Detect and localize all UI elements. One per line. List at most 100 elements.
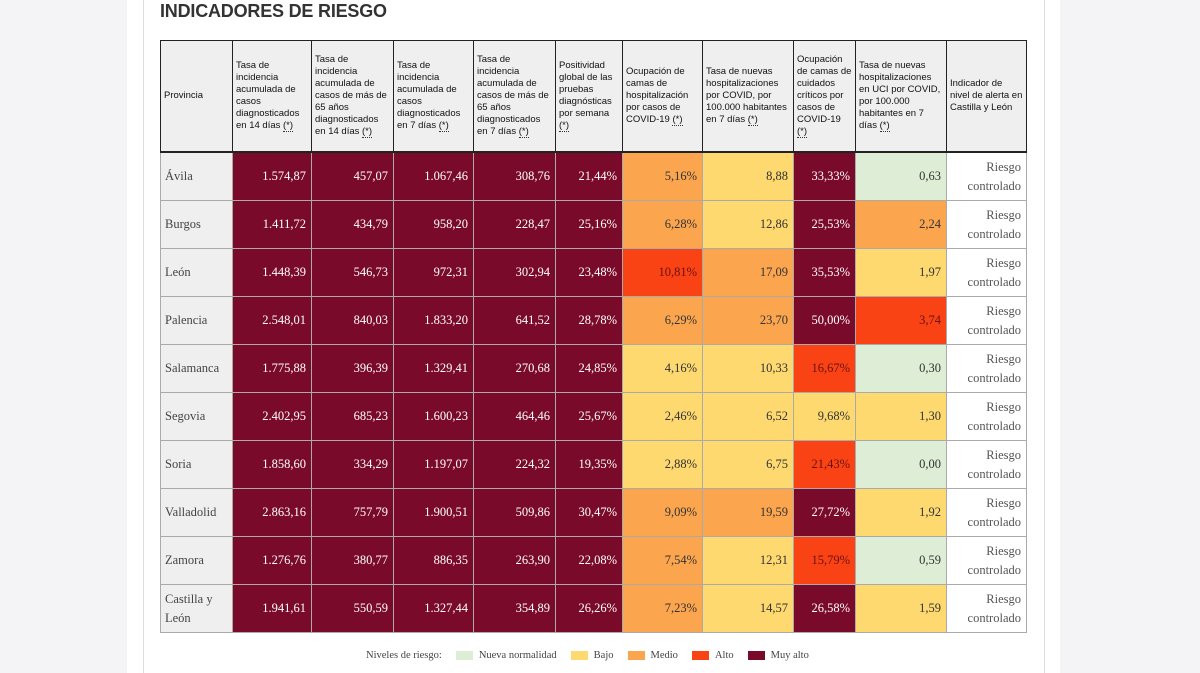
indicator-cell: 2,88% <box>622 440 703 489</box>
legend-swatch <box>691 651 709 660</box>
indicator-cell: 23,70 <box>702 296 794 345</box>
indicator-cell: 270,68 <box>473 344 556 393</box>
indicator-cell: 50,00% <box>793 296 856 345</box>
indicator-cell: 641,52 <box>473 296 556 345</box>
indicator-cell: 6,28% <box>622 200 703 249</box>
province-cell: Palencia <box>160 296 233 345</box>
column-header: Indicador de nivel de alerta en Castilla… <box>946 40 1027 153</box>
indicator-cell: 972,31 <box>393 248 474 297</box>
indicator-cell: 21,43% <box>793 440 856 489</box>
indicator-cell: 550,59 <box>311 584 394 633</box>
indicator-cell: 3,74 <box>855 296 947 345</box>
table-row: Soria 1.858,60 334,29 1.197,07 224,32 19,35% 2… <box>160 440 1027 489</box>
column-header-label: Provincia <box>164 90 204 101</box>
indicator-cell: 1.600,23 <box>393 392 474 441</box>
legend-item-label: Nueva normalidad <box>478 650 557 661</box>
table-header-row: Provincia Tasa de incidencia acumulada de… <box>160 40 1027 153</box>
indicator-cell: 224,32 <box>473 440 556 489</box>
alert-level-cell: Riesgo controlado <box>946 392 1027 441</box>
column-header: Ocupación de camas de hospitalización po… <box>622 40 703 153</box>
indicator-cell: 1.327,44 <box>393 584 474 633</box>
indicator-cell: 1.858,60 <box>232 440 312 489</box>
alert-level-cell: Riesgo controlado <box>946 151 1027 201</box>
footnote-marker[interactable]: (*) <box>879 120 890 132</box>
indicator-cell: 9,09% <box>622 488 703 537</box>
section-title: INDICADORES DE RIESGO <box>160 1 387 21</box>
legend-swatch <box>570 651 588 660</box>
column-header: Tasa de incidencia acumulada de casos de… <box>311 40 394 153</box>
indicator-cell: 840,03 <box>311 296 394 345</box>
footnote-marker[interactable]: (*) <box>438 120 449 132</box>
indicator-cell: 16,67% <box>793 344 856 393</box>
indicator-cell: 302,94 <box>473 248 556 297</box>
indicator-cell: 457,07 <box>311 151 394 201</box>
column-header-label: Positividad global de las pruebas diagnó… <box>559 60 613 119</box>
indicator-cell: 35,53% <box>793 248 856 297</box>
indicator-cell: 1.574,87 <box>232 151 312 201</box>
indicator-cell: 6,52 <box>702 392 794 441</box>
indicator-cell: 25,16% <box>555 200 623 249</box>
indicator-cell: 263,90 <box>473 536 556 585</box>
indicator-cell: 27,72% <box>793 488 856 537</box>
indicator-cell: 19,35% <box>555 440 623 489</box>
footnote-marker[interactable]: (*) <box>559 120 570 132</box>
legend-swatch <box>747 651 765 660</box>
column-header: Tasa de incidencia acumulada de casos di… <box>393 40 474 153</box>
indicator-cell: 21,44% <box>555 151 623 201</box>
indicator-cell: 17,09 <box>702 248 794 297</box>
table-row: Ávila 1.574,87 457,07 1.067,46 308,76 21,44% 5… <box>160 151 1027 201</box>
indicator-cell: 30,47% <box>555 488 623 537</box>
alert-level-cell: Riesgo controlado <box>946 440 1027 489</box>
indicator-cell: 228,47 <box>473 200 556 249</box>
indicator-cell: 33,33% <box>793 151 856 201</box>
indicator-cell: 24,85% <box>555 344 623 393</box>
footnote-marker[interactable]: (*) <box>672 114 683 126</box>
footnote-marker[interactable]: (*) <box>283 120 294 132</box>
indicator-cell: 0,63 <box>855 151 947 201</box>
indicator-cell: 1,59 <box>855 584 947 633</box>
column-header: Provincia <box>160 40 233 153</box>
indicator-cell: 434,79 <box>311 200 394 249</box>
province-cell: Salamanca <box>160 344 233 393</box>
footnote-marker[interactable]: (*) <box>797 126 808 138</box>
legend-item-label: Alto <box>714 650 734 661</box>
indicator-cell: 1.276,76 <box>232 536 312 585</box>
indicator-cell: 22,08% <box>555 536 623 585</box>
column-header-label: Indicador de nivel de alerta en Castilla… <box>950 78 1023 113</box>
indicator-cell: 396,39 <box>311 344 394 393</box>
risk-legend: Niveles de riesgo: Nueva normalidad Bajo M… <box>366 650 809 661</box>
indicator-cell: 1.941,61 <box>232 584 312 633</box>
table-row: León 1.448,39 546,73 972,31 302,94 23,48% 10,8… <box>160 248 1027 297</box>
legend-item-label: Medio <box>650 650 678 661</box>
footnote-marker[interactable]: (*) <box>362 126 373 138</box>
indicator-cell: 546,73 <box>311 248 394 297</box>
column-header-label: Tasa de nuevas hospitalizaciones por COV… <box>706 66 787 125</box>
table-row: Castilla y León 1.941,61 550,59 1.327,44 354… <box>160 584 1027 633</box>
indicator-cell: 5,16% <box>622 151 703 201</box>
footnote-marker[interactable]: (*) <box>747 114 758 126</box>
alert-level-cell: Riesgo controlado <box>946 248 1027 297</box>
indicator-cell: 28,78% <box>555 296 623 345</box>
indicator-cell: 25,53% <box>793 200 856 249</box>
province-cell: Soria <box>160 440 233 489</box>
indicator-cell: 10,81% <box>622 248 703 297</box>
indicator-cell: 15,79% <box>793 536 856 585</box>
column-header: Ocupación de camas de cuidados críticos … <box>793 40 856 153</box>
table-row: Palencia 2.548,01 840,03 1.833,20 641,52 28,7… <box>160 296 1027 345</box>
indicator-cell: 0,00 <box>855 440 947 489</box>
column-header-label: Ocupación de camas de hospitalización po… <box>626 66 689 125</box>
indicator-cell: 2.863,16 <box>232 488 312 537</box>
indicator-cell: 1,30 <box>855 392 947 441</box>
indicator-cell: 334,29 <box>311 440 394 489</box>
table-row: Burgos 1.411,72 434,79 958,20 228,47 25,16% 6,… <box>160 200 1027 249</box>
column-header: Tasa de incidencia acumulada de casos de… <box>473 40 556 153</box>
column-header: Tasa de nuevas hospitalizaciones en UCI … <box>855 40 947 153</box>
indicator-cell: 1.775,88 <box>232 344 312 393</box>
legend-item-label: Bajo <box>593 650 614 661</box>
indicator-cell: 2,46% <box>622 392 703 441</box>
footnote-marker[interactable]: (*) <box>518 126 529 138</box>
indicator-cell: 958,20 <box>393 200 474 249</box>
legend-label: Niveles de riesgo: <box>366 650 442 661</box>
province-cell: Ávila <box>160 151 233 201</box>
indicator-cell: 6,75 <box>702 440 794 489</box>
